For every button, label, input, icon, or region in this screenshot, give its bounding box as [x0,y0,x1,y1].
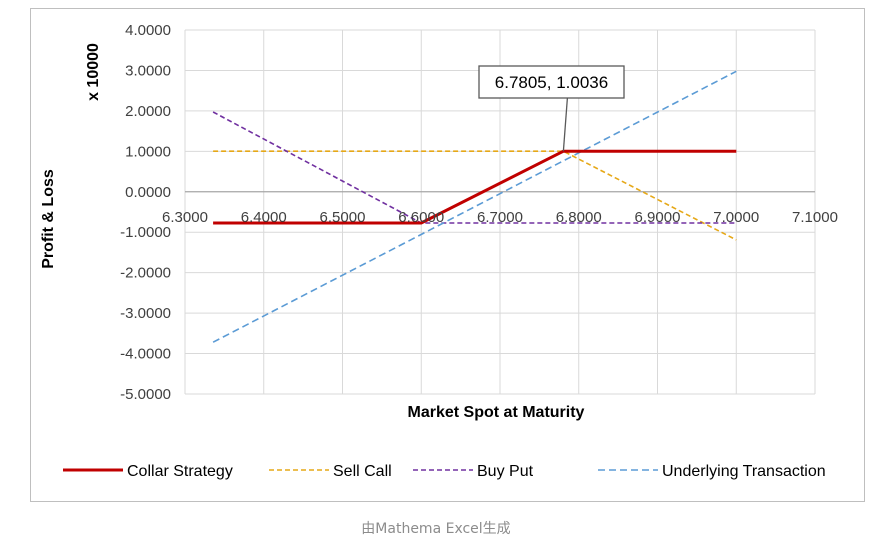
x-tick-label: 6.9000 [635,209,681,226]
legend-label: Collar Strategy [127,463,233,480]
y-tick-label: -5.0000 [120,386,171,403]
y-tick-label: 0.0000 [125,184,171,201]
caption: 由Mathema Excel生成 [361,521,511,537]
x-tick-label: 6.4000 [241,209,287,226]
legend-label: Buy Put [477,463,534,480]
series-line-underlying-transaction [212,70,737,343]
y-tick-label: 4.0000 [125,22,171,39]
y-multiplier-label: x 10000 [85,43,102,101]
series-line-collar-strategy [213,149,737,225]
callout-leader-line [562,97,569,152]
series-layer [212,70,737,343]
chart-frame: 6.3000 6.4000 6.5000 6.6000 6.7000 6.8000 6.90… [30,8,865,502]
legend: Collar Strategy Sell Call Buy Put Underlyin… [63,463,826,480]
y-tick-label: -1.0000 [120,224,171,241]
x-tick-label: 6.8000 [556,209,602,226]
y-tick-label: 2.0000 [125,103,171,120]
chart-svg: 6.3000 6.4000 6.5000 6.6000 6.7000 6.8000 6.90… [40,22,838,480]
y-tick-label: 1.0000 [125,143,171,160]
callout-label: 6.7805, 1.0036 [495,73,608,92]
x-tick-label: 6.3000 [162,209,208,226]
x-tick-label: 6.7000 [477,209,523,226]
y-tick-label: 3.0000 [125,62,171,79]
x-tick-label: 6.5000 [320,209,366,226]
y-tick-label: -3.0000 [120,305,171,322]
annotation: 6.7805, 1.0036 [478,65,625,152]
series-line-sell-call [213,150,737,241]
y-tick-labels: 4.0000 3.0000 2.0000 1.0000 0.0000 -1.0000 -2.… [120,22,171,403]
x-tick-labels: 6.3000 6.4000 6.5000 6.6000 6.7000 6.8000 6.90… [162,209,838,226]
x-tick-label: 6.6000 [398,209,444,226]
legend-label: Underlying Transaction [662,463,826,480]
y-axis-title: Profit & Loss [40,169,57,269]
x-tick-label: 7.1000 [792,209,838,226]
y-tick-label: -2.0000 [120,265,171,282]
x-axis-title: Market Spot at Maturity [408,404,585,421]
x-tick-label: 7.0000 [713,209,759,226]
callout-box [478,65,625,99]
y-tick-label: -4.0000 [120,346,171,363]
legend-label: Sell Call [333,463,392,480]
